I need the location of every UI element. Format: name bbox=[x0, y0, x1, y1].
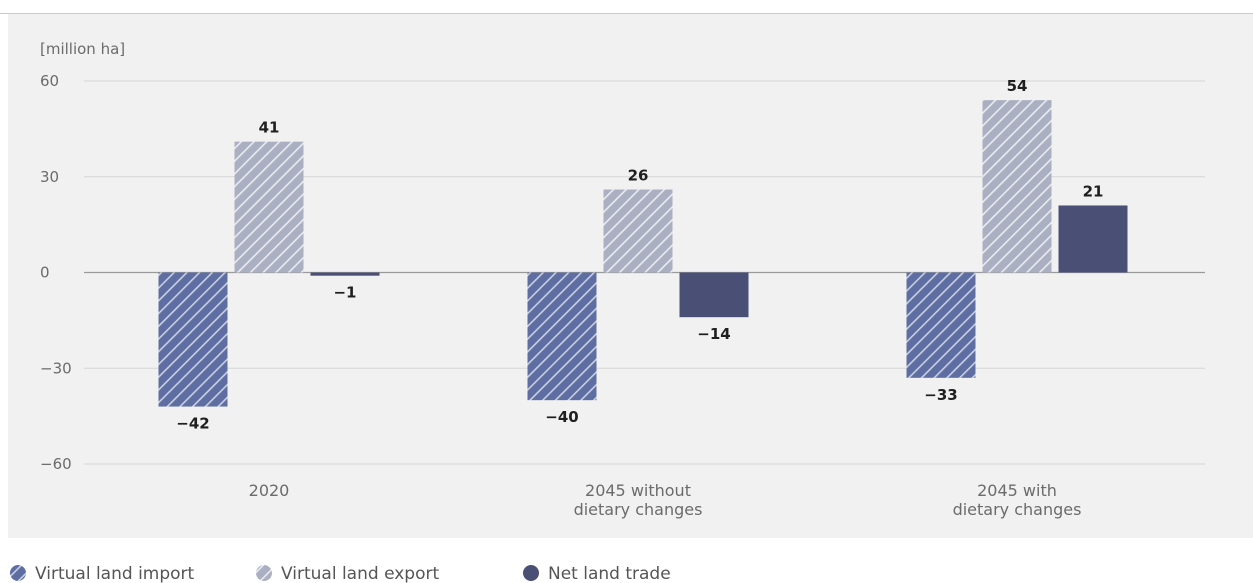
data-label: 21 bbox=[1083, 182, 1104, 200]
bar-virtual-land-export bbox=[603, 189, 673, 273]
x-category-label: 2045 with dietary changes bbox=[953, 481, 1082, 519]
data-label: 26 bbox=[628, 167, 649, 185]
y-tick-label: −30 bbox=[40, 359, 72, 377]
legend: Virtual land import Virtual land export Ne… bbox=[10, 564, 671, 583]
x-category-label: 2020 bbox=[249, 481, 290, 500]
legend-label: Net land trade bbox=[548, 564, 671, 583]
data-label: −33 bbox=[924, 386, 957, 404]
data-label: −14 bbox=[697, 325, 730, 343]
data-label: 41 bbox=[259, 119, 280, 137]
y-tick-label: 60 bbox=[40, 72, 59, 90]
bar-net-land-trade bbox=[1058, 205, 1128, 273]
bar-virtual-land-import bbox=[906, 272, 976, 378]
bar-net-land-trade bbox=[679, 272, 749, 318]
bar-virtual-land-export bbox=[982, 100, 1052, 273]
bar-virtual-land-export bbox=[234, 141, 304, 273]
y-tick-label: 30 bbox=[40, 168, 59, 186]
y-tick-label: 0 bbox=[40, 264, 50, 282]
legend-label: Virtual land import bbox=[35, 564, 195, 583]
data-label: 54 bbox=[1007, 77, 1028, 95]
y-axis-unit-label: [million ha] bbox=[40, 40, 125, 58]
bar-virtual-land-import bbox=[527, 272, 597, 401]
legend-label: Virtual land export bbox=[281, 564, 439, 583]
bar-net-land-trade bbox=[310, 272, 380, 276]
data-label: −40 bbox=[545, 408, 578, 426]
legend-swatch bbox=[256, 565, 272, 581]
y-tick-label: −60 bbox=[40, 455, 72, 473]
data-label: −1 bbox=[333, 284, 356, 302]
bar-virtual-land-import bbox=[158, 272, 228, 407]
data-label: −42 bbox=[176, 415, 209, 433]
legend-swatch bbox=[10, 565, 26, 581]
legend-swatch bbox=[523, 565, 539, 581]
x-category-label: 2045 without dietary changes bbox=[574, 481, 703, 519]
